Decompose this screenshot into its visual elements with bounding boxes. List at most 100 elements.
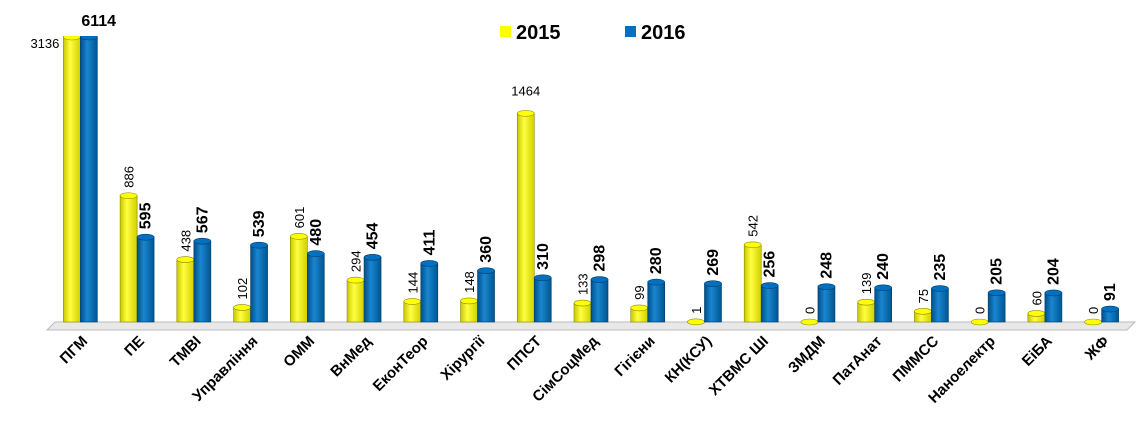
bar-cap <box>136 233 155 241</box>
bar-body <box>760 285 779 323</box>
bar <box>1101 305 1119 323</box>
data-label: 3136 <box>30 36 59 51</box>
bar-body <box>363 257 382 323</box>
bar <box>193 237 212 323</box>
x-tick-label: КН(КСУ) <box>662 333 716 387</box>
data-label: 240 <box>875 253 892 280</box>
bar <box>800 318 819 326</box>
x-tick-label: ППСТ <box>504 333 545 374</box>
bar <box>290 233 308 323</box>
data-label: 294 <box>349 250 364 272</box>
legend-label: 2016 <box>641 22 686 44</box>
x-tick-label: ЖФ <box>1081 333 1113 365</box>
bar <box>1044 289 1063 323</box>
bar <box>363 254 382 323</box>
bar <box>477 267 495 323</box>
x-tick-label: ПатАнат <box>830 333 886 389</box>
x-tick-label: ТМВІ <box>167 333 205 371</box>
bar-body <box>307 253 325 323</box>
bar-cap <box>119 192 138 200</box>
x-tick-label: ХТВМС ШІ <box>706 333 772 399</box>
bar <box>460 297 478 323</box>
bar <box>346 276 365 323</box>
bar <box>176 256 195 323</box>
data-label: 248 <box>818 252 835 279</box>
data-label: 411 <box>421 230 438 256</box>
bar <box>119 192 138 323</box>
bar <box>1084 318 1102 326</box>
bar-cap <box>176 256 195 263</box>
data-label: 1464 <box>511 83 540 98</box>
data-label: 205 <box>989 258 1006 285</box>
bar-cap <box>1027 310 1046 317</box>
data-label: 144 <box>405 272 420 294</box>
x-tick-label: ВнМед <box>327 332 375 380</box>
bar <box>573 299 592 323</box>
bar-body <box>987 292 1006 323</box>
bar-cap <box>931 285 949 292</box>
data-label: 454 <box>365 223 382 250</box>
data-label: 256 <box>762 251 779 278</box>
bar <box>63 36 81 323</box>
bar-body <box>516 113 535 323</box>
bar <box>420 260 439 323</box>
bar-cap <box>743 241 762 249</box>
bar-cap <box>800 318 819 326</box>
bar <box>590 276 609 323</box>
data-label: 99 <box>632 285 647 299</box>
legend-swatch <box>625 26 636 37</box>
plot <box>63 36 1119 326</box>
bar-body <box>743 244 762 323</box>
x-tick-label: ПГМ <box>57 333 91 367</box>
bar-body <box>817 286 836 323</box>
bar-body <box>290 236 308 323</box>
data-label: 102 <box>235 278 250 300</box>
data-label: 133 <box>576 273 591 295</box>
bar-cap <box>630 304 649 312</box>
x-tick-label: Хірургії <box>437 332 489 384</box>
data-label: 539 <box>251 210 268 237</box>
bar-body <box>136 236 155 323</box>
bar <box>931 285 949 323</box>
bar <box>817 283 836 323</box>
bar <box>970 318 989 326</box>
bar-body <box>874 287 892 323</box>
bar-cap <box>403 298 422 305</box>
data-label: 360 <box>478 236 495 263</box>
bar-cap <box>1044 289 1063 297</box>
data-label: 204 <box>1045 258 1062 285</box>
bar <box>687 318 705 326</box>
bar-cap <box>817 283 836 290</box>
bar-cap <box>687 318 705 326</box>
data-label: 438 <box>178 230 193 252</box>
data-label: 75 <box>916 289 931 303</box>
bar-body <box>250 244 268 323</box>
bar-cap <box>516 110 535 117</box>
data-label: 567 <box>194 206 211 233</box>
bar-body <box>931 288 949 323</box>
bar-cap <box>1101 305 1119 313</box>
x-tick-label: ЗМДМ <box>785 333 829 377</box>
data-label: 235 <box>932 254 949 281</box>
bar-body <box>477 270 495 323</box>
bar <box>987 289 1006 323</box>
bar-body <box>420 263 439 323</box>
bar-cap <box>857 298 875 306</box>
data-label: 601 <box>292 207 307 229</box>
bar-cap <box>970 318 989 326</box>
bar <box>307 250 325 323</box>
bar-cap <box>477 267 495 275</box>
bar-cap <box>573 299 592 307</box>
bar <box>403 298 422 323</box>
bar-cap <box>346 276 365 284</box>
bar-cap <box>914 308 932 315</box>
bar-body <box>533 277 552 323</box>
bar <box>743 241 762 323</box>
bar <box>80 36 98 323</box>
bar-cap <box>63 36 81 41</box>
bar <box>914 308 932 323</box>
bar <box>233 304 251 323</box>
data-label: 139 <box>859 272 874 294</box>
bar-cap <box>460 297 478 305</box>
bar-body <box>63 36 81 323</box>
